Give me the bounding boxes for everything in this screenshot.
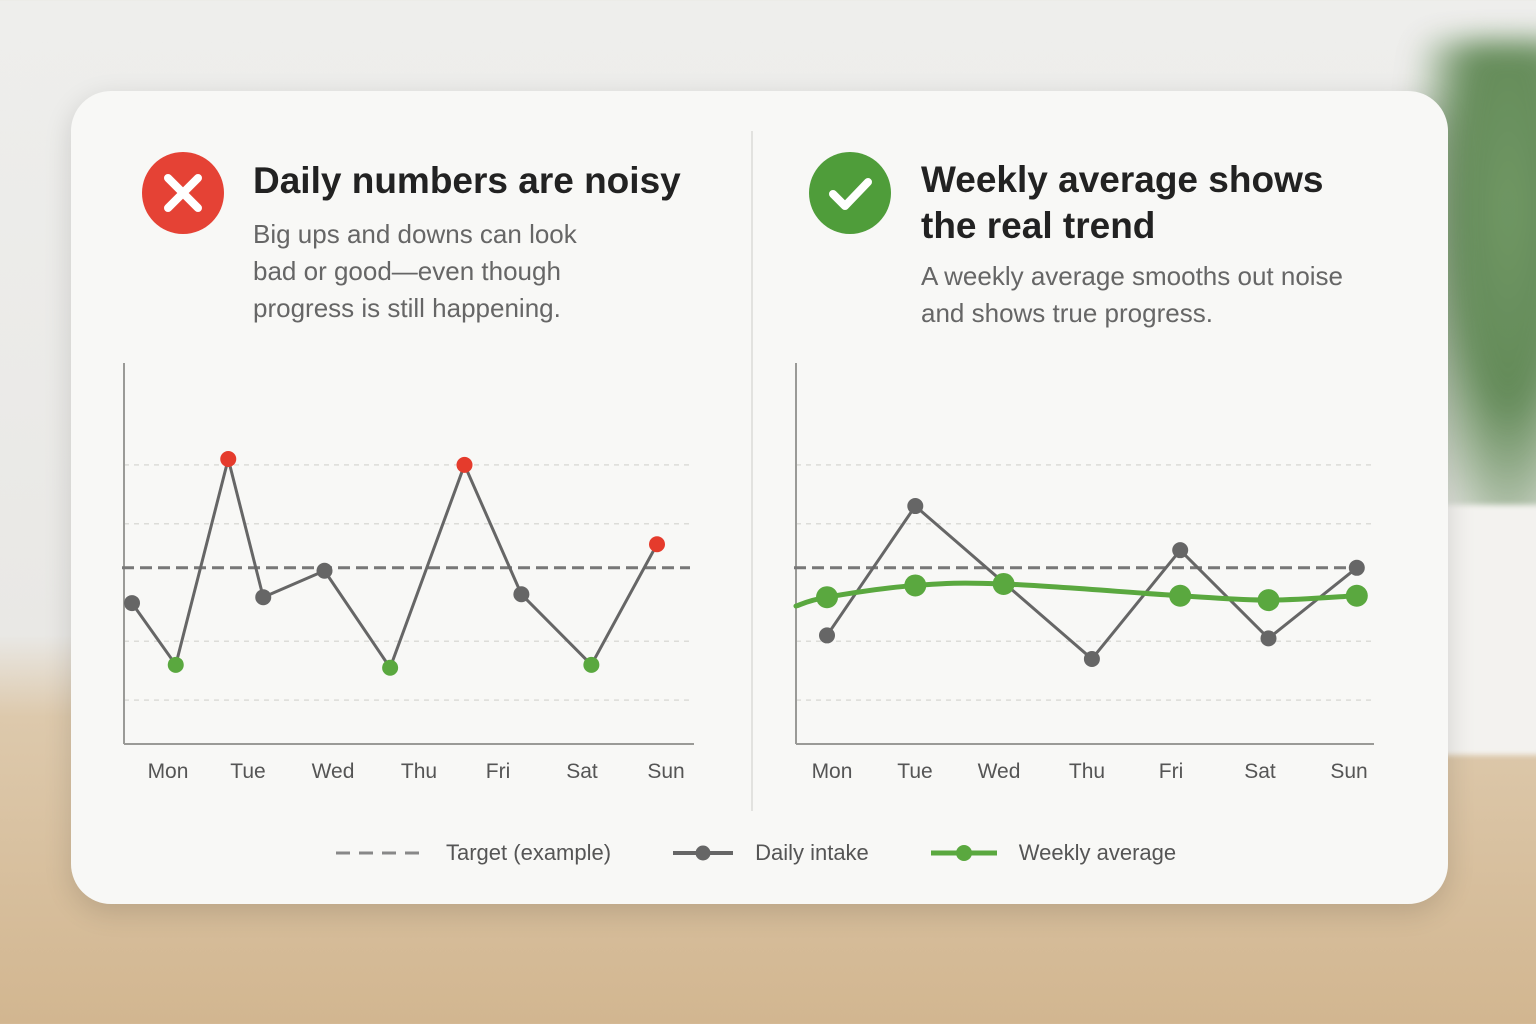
right-weekly-point (993, 573, 1015, 595)
right-weekly-point (1258, 589, 1280, 611)
legend-target: Target (example) (336, 840, 611, 866)
right-daily-point (907, 498, 923, 514)
right-x-tick-label: Sun (1330, 760, 1367, 783)
right-weekly-point (1169, 585, 1191, 607)
right-x-tick-label: Sat (1244, 760, 1276, 783)
background-pot (1436, 505, 1536, 755)
right-x-tick-label: Fri (1159, 760, 1184, 783)
right-weekly-point (904, 574, 926, 596)
comparison-card: Daily numbers are noisy Big ups and down… (71, 91, 1448, 904)
right-weekly-point (816, 586, 838, 608)
legend-weekly: Weekly average (931, 840, 1176, 866)
right-daily-point (1261, 630, 1277, 646)
legend-weekly-label: Weekly average (1019, 840, 1176, 866)
legend-target-label: Target (example) (446, 840, 611, 866)
chart-legend: Target (example) Daily intake Weekly ave… (336, 833, 1238, 873)
right-daily-point (819, 627, 835, 643)
right-daily-point (1172, 542, 1188, 558)
right-daily-point (1084, 651, 1100, 667)
right-weekly-point (1346, 585, 1368, 607)
legend-daily: Daily intake (673, 840, 869, 866)
legend-daily-label: Daily intake (755, 840, 869, 866)
legend-daily-swatch (673, 844, 733, 862)
legend-weekly-swatch (931, 844, 997, 862)
right-x-tick-label: Tue (897, 760, 932, 783)
right-x-tick-label: Thu (1069, 760, 1105, 783)
right-x-tick-label: Mon (812, 760, 853, 783)
weekly-average-chart: Mon Tue Wed Thu Fri Sat Sun (71, 91, 1448, 811)
legend-target-swatch (336, 850, 424, 856)
right-x-tick-label: Wed (978, 760, 1021, 783)
right-daily-point (1349, 560, 1365, 576)
